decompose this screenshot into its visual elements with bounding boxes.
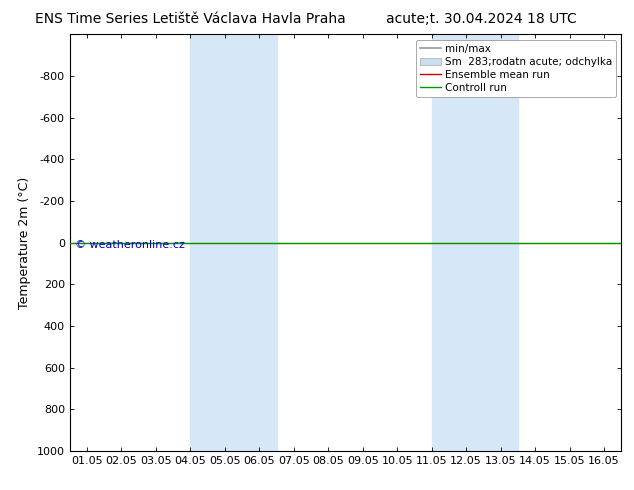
Text: © weatheronline.cz: © weatheronline.cz: [75, 240, 185, 249]
Bar: [190, 34, 276, 451]
Text: acute;t. 30.04.2024 18 UTC: acute;t. 30.04.2024 18 UTC: [387, 12, 577, 26]
Legend: min/max, Sm  283;rodatn acute; odchylka, Ensemble mean run, Controll run: min/max, Sm 283;rodatn acute; odchylka, …: [415, 40, 616, 97]
Text: ENS Time Series Letiště Václava Havla Praha: ENS Time Series Letiště Václava Havla Pr…: [35, 12, 346, 26]
Y-axis label: Temperature 2m (°C): Temperature 2m (°C): [18, 176, 31, 309]
Bar: [432, 34, 518, 451]
